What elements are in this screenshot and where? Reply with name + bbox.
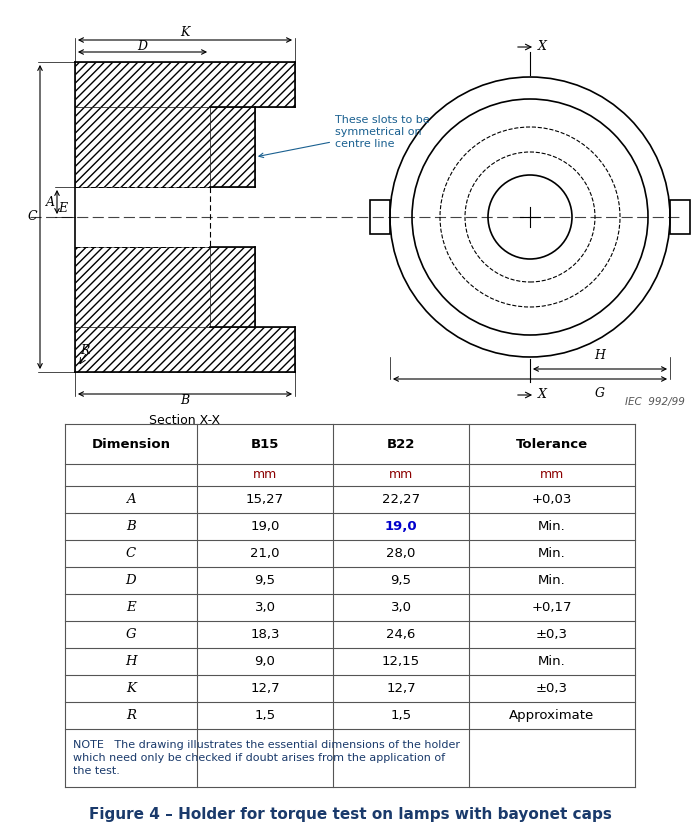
Text: X: X — [538, 389, 547, 402]
Text: G: G — [126, 628, 136, 641]
Text: 15,27: 15,27 — [246, 493, 284, 506]
Text: 3,0: 3,0 — [391, 601, 412, 614]
Polygon shape — [75, 247, 210, 327]
Text: 9,0: 9,0 — [255, 655, 275, 668]
Text: 21,0: 21,0 — [251, 547, 280, 560]
Text: 9,5: 9,5 — [391, 574, 412, 587]
Polygon shape — [75, 62, 295, 107]
Polygon shape — [210, 107, 255, 187]
Text: ±0,3: ±0,3 — [536, 628, 568, 641]
Text: 19,0: 19,0 — [251, 520, 280, 533]
Text: E: E — [58, 202, 67, 215]
Text: Approximate: Approximate — [510, 709, 594, 722]
Text: IEC  992/99: IEC 992/99 — [625, 397, 685, 407]
Text: E: E — [126, 601, 136, 614]
Text: C: C — [27, 210, 37, 224]
Text: G: G — [595, 387, 605, 400]
Text: ±0,3: ±0,3 — [536, 682, 568, 695]
Text: H: H — [594, 349, 606, 362]
Text: mm: mm — [389, 468, 413, 482]
Text: B: B — [181, 394, 190, 408]
Text: Min.: Min. — [538, 574, 566, 587]
Polygon shape — [210, 247, 255, 327]
Text: NOTE   The drawing illustrates the essential dimensions of the holder: NOTE The drawing illustrates the essenti… — [73, 740, 460, 750]
Text: +0,17: +0,17 — [532, 601, 573, 614]
Text: Min.: Min. — [538, 655, 566, 668]
Text: D: D — [137, 39, 148, 52]
Text: 1,5: 1,5 — [391, 709, 412, 722]
Text: 12,7: 12,7 — [250, 682, 280, 695]
Text: X: X — [538, 41, 547, 53]
Text: Section X-X: Section X-X — [149, 414, 220, 427]
Text: +0,03: +0,03 — [532, 493, 572, 506]
Text: B15: B15 — [251, 438, 279, 450]
Polygon shape — [75, 327, 295, 372]
Text: 28,0: 28,0 — [386, 547, 416, 560]
Text: the test.: the test. — [73, 766, 120, 776]
Text: 3,0: 3,0 — [255, 601, 276, 614]
Text: R: R — [126, 709, 136, 722]
Text: 22,27: 22,27 — [382, 493, 420, 506]
Text: Min.: Min. — [538, 547, 566, 560]
Text: D: D — [126, 574, 136, 587]
Text: Min.: Min. — [538, 520, 566, 533]
Text: B: B — [126, 520, 136, 533]
Text: B22: B22 — [387, 438, 415, 450]
Text: 1,5: 1,5 — [254, 709, 276, 722]
Text: Figure 4 – Holder for torque test on lamps with bayonet caps: Figure 4 – Holder for torque test on lam… — [89, 807, 611, 822]
Text: A: A — [46, 196, 55, 209]
Text: A: A — [126, 493, 136, 506]
Text: 18,3: 18,3 — [251, 628, 280, 641]
Polygon shape — [75, 107, 210, 187]
Text: R: R — [80, 344, 90, 356]
Text: Dimension: Dimension — [92, 438, 171, 450]
Text: mm: mm — [540, 468, 564, 482]
Text: K: K — [181, 27, 190, 39]
Text: which need only be checked if doubt arises from the application of: which need only be checked if doubt aris… — [73, 753, 445, 763]
Text: 12,15: 12,15 — [382, 655, 420, 668]
Text: mm: mm — [253, 468, 277, 482]
Text: These slots to be
symmetrical on
centre line: These slots to be symmetrical on centre … — [259, 116, 430, 157]
Text: 12,7: 12,7 — [386, 682, 416, 695]
Text: 24,6: 24,6 — [386, 628, 416, 641]
Text: H: H — [125, 655, 136, 668]
Text: C: C — [126, 547, 136, 560]
Text: 19,0: 19,0 — [385, 520, 417, 533]
Text: 9,5: 9,5 — [255, 574, 276, 587]
Text: Tolerance: Tolerance — [516, 438, 588, 450]
Text: K: K — [126, 682, 136, 695]
